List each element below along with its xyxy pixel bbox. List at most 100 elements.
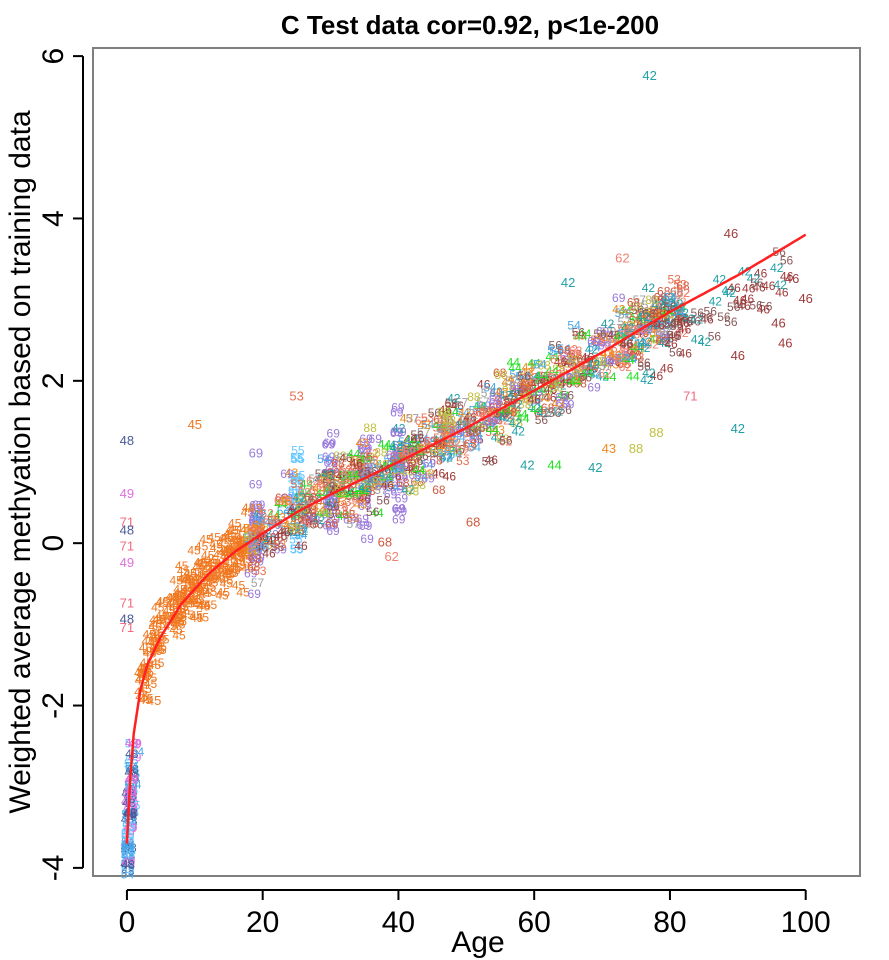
scatter-point: 56 (644, 307, 658, 321)
scatter-point: 54 (659, 319, 673, 333)
scatter-point: 44 (359, 453, 373, 467)
scatter-point: 68 (520, 376, 534, 390)
scatter-point: 44 (568, 375, 582, 389)
scatter-point: 56 (517, 369, 531, 383)
scatter-point: 46 (294, 539, 308, 553)
scatter-point: 54 (122, 850, 136, 864)
scatter-point: 54 (121, 839, 135, 853)
scatter-point: 45 (203, 580, 217, 594)
scatter-point: 45 (191, 582, 205, 596)
scatter-point: 45 (233, 555, 247, 569)
scatter-point: 45 (151, 642, 165, 656)
scatter-point: 57 (383, 472, 397, 486)
scatter-point: 45 (144, 671, 158, 685)
scatter-point: 43 (643, 326, 657, 340)
scatter-point: 53 (485, 425, 499, 439)
scatter-point: 45 (143, 627, 157, 641)
scatter-point: 57 (338, 468, 352, 482)
labeled-point: 42 (731, 421, 745, 436)
scatter-point: 56 (410, 428, 424, 442)
scatter-point: 55 (289, 471, 303, 485)
labeled-point: 71 (120, 620, 134, 635)
labeled-point: 69 (249, 445, 263, 460)
labeled-point: 49 (120, 486, 134, 501)
scatter-point: 69 (394, 468, 408, 482)
scatter-point: 55 (290, 502, 304, 516)
scatter-point: 54 (121, 868, 135, 882)
scatter-point: 68 (670, 285, 684, 299)
scatter-point: 44 (316, 507, 330, 521)
scatter-point: 57 (437, 419, 451, 433)
scatter-point: 45 (174, 586, 188, 600)
scatter-point: 43 (244, 544, 258, 558)
scatter-point: 54 (482, 418, 496, 432)
scatter-point: 45 (201, 548, 215, 562)
scatter-point: 55 (288, 492, 302, 506)
scatter-point: 88 (367, 479, 381, 493)
scatter-point: 88 (631, 342, 645, 356)
scatter-point: 68 (464, 437, 478, 451)
scatter-point: 62 (300, 513, 314, 527)
scatter-point: 45 (205, 553, 219, 567)
scatter-point: 45 (196, 610, 210, 624)
scatter-point: 88 (319, 506, 333, 520)
labeled-point: 46 (778, 336, 792, 351)
scatter-point: 62 (415, 414, 429, 428)
scatter-point: 44 (473, 399, 487, 413)
scatter-point: 45 (198, 598, 212, 612)
scatter-point: 45 (190, 608, 204, 622)
scatter-point: 53 (396, 445, 410, 459)
scatter-point: 55 (291, 472, 305, 486)
scatter-point: 53 (456, 454, 470, 468)
scatter-point: 45 (223, 546, 237, 560)
scatter-point: 54 (121, 851, 135, 865)
scatter-point: 54 (371, 472, 385, 486)
scatter-point: 49 (122, 855, 136, 869)
scatter-point: 46 (585, 361, 599, 375)
scatter-point: 62 (499, 434, 513, 448)
scatter-point: 88 (363, 421, 377, 435)
scatter-point: 42 (596, 370, 610, 384)
scatter-point: 54 (509, 367, 523, 381)
scatter-point: 88 (430, 444, 444, 458)
scatter-point: 42 (512, 425, 526, 439)
scatter-point: 62 (675, 326, 689, 340)
labeled-point: 46 (798, 291, 812, 306)
scatter-point: 43 (259, 538, 273, 552)
scatter-point: 69 (249, 499, 263, 513)
scatter-point: 62 (351, 491, 365, 505)
scatter-point: 53 (421, 411, 435, 425)
labeled-point: 71 (683, 389, 697, 404)
scatter-point: 45 (195, 540, 209, 554)
scatter-point: 62 (353, 465, 367, 479)
labeled-point: 42 (642, 68, 656, 83)
scatter-point: 57 (633, 293, 647, 307)
scatter-point: 53 (631, 351, 645, 365)
scatter-point: 43 (399, 444, 413, 458)
scatter-point: 69 (390, 425, 404, 439)
scatter-point: 54 (567, 318, 581, 332)
scatter-point: 57 (441, 411, 455, 425)
scatter-point: 68 (569, 348, 583, 362)
scatter-point: 44 (300, 477, 314, 491)
scatter-point: 62 (251, 519, 265, 533)
scatter-point: 88 (668, 312, 682, 326)
scatter-point: 69 (280, 491, 294, 505)
scatter-point: 45 (241, 506, 255, 520)
scatter-point: 45 (236, 521, 250, 535)
scatter-point: 56 (549, 375, 563, 389)
scatter-point: 43 (353, 458, 367, 472)
scatter-point: 54 (386, 480, 400, 494)
scatter-point: 45 (171, 614, 185, 628)
scatter-point: 43 (356, 486, 370, 500)
scatter-point: 56 (271, 540, 285, 554)
scatter-point: 43 (612, 302, 626, 316)
scatter-point: 45 (149, 617, 163, 631)
scatter-point: 88 (397, 445, 411, 459)
scatter-point: 56 (637, 359, 651, 373)
scatter-point: 48 (123, 841, 137, 855)
scatter-point: 69 (325, 463, 339, 477)
scatter-point: 46 (299, 514, 313, 528)
scatter-point: 43 (457, 426, 471, 440)
scatter-point: 69 (356, 462, 370, 476)
